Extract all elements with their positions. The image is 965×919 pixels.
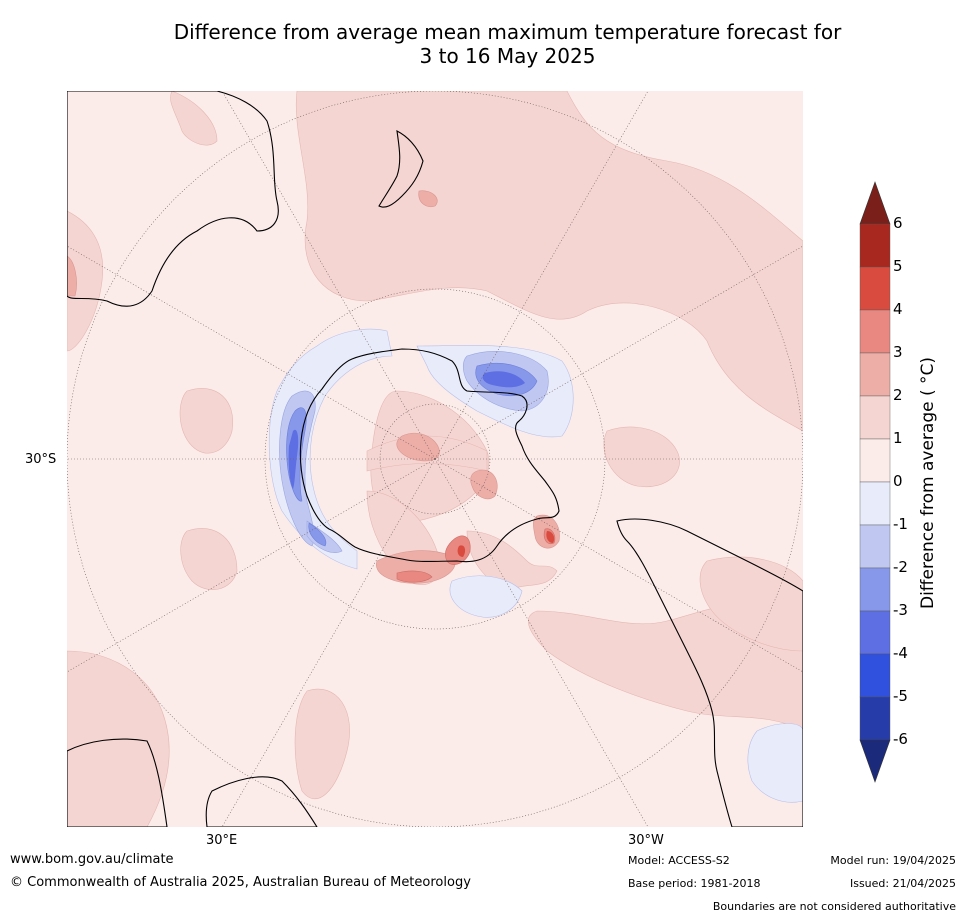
colorbar-tick-label: 3 bbox=[893, 343, 903, 361]
footer-model: Model: ACCESS-S2 bbox=[628, 854, 730, 867]
footer-model-run: Model run: 19/04/2025 bbox=[830, 854, 956, 867]
colorbar-tick-label: -6 bbox=[893, 730, 908, 748]
colorbar-tick-label: 6 bbox=[893, 214, 903, 232]
colorbar-box-4_5 bbox=[859, 266, 891, 311]
colorbar-extend-top bbox=[859, 181, 891, 225]
anomaly-neg4-neg3-regions bbox=[288, 371, 525, 489]
new-zealand-coast bbox=[378, 130, 424, 208]
colorbar-box-m5_m4 bbox=[859, 653, 891, 698]
footer-website[interactable]: www.bom.gov.au/climate bbox=[10, 852, 174, 867]
colorbar-box-2_3 bbox=[859, 352, 891, 397]
title-line-1: Difference from average mean maximum tem… bbox=[173, 20, 842, 44]
lat-label-30s: 30°S bbox=[25, 452, 57, 467]
colorbar-box-m6_m5 bbox=[859, 696, 891, 741]
colorbar-box-5_6 bbox=[859, 223, 891, 268]
africa-coast bbox=[67, 738, 168, 827]
colorbar-box-m2_m1 bbox=[859, 524, 891, 569]
map-title: Difference from average mean maximum tem… bbox=[60, 20, 955, 68]
colorbar-tick-label: 4 bbox=[893, 300, 903, 318]
colorbar-tick-label: -3 bbox=[893, 601, 908, 619]
colorbar-box-0_1 bbox=[859, 438, 891, 483]
colorbar-tick-label: 0 bbox=[893, 472, 903, 490]
footer-copyright: © Commonwealth of Australia 2025, Austra… bbox=[10, 875, 471, 890]
colorbar-tick-label: 1 bbox=[893, 429, 903, 447]
colorbar-tick-label: 5 bbox=[893, 257, 903, 275]
colorbar-box-m4_m3 bbox=[859, 610, 891, 655]
lon-label-30w: 30°W bbox=[628, 833, 664, 848]
antarctica-coast bbox=[299, 348, 560, 563]
colorbar-tick-label: -5 bbox=[893, 687, 908, 705]
lon-label-30e: 30°E bbox=[206, 833, 238, 848]
graticule bbox=[67, 91, 803, 827]
australia-coast bbox=[67, 91, 279, 307]
colorbar-box-1_2 bbox=[859, 395, 891, 440]
footer-disclaimer: Boundaries are not considered authoritat… bbox=[712, 900, 956, 913]
colorbar-title: Difference from average ( °C) bbox=[918, 356, 938, 610]
colorbar-tick-label: 2 bbox=[893, 386, 903, 404]
colorbar-box-m3_m2 bbox=[859, 567, 891, 612]
colorbar-extend-bottom bbox=[859, 739, 891, 783]
colorbar-tick-label: -1 bbox=[893, 515, 908, 533]
colorbar bbox=[859, 181, 891, 783]
madagascar-coast bbox=[205, 776, 318, 827]
anomaly-4-5-regions bbox=[457, 531, 555, 557]
polar-map bbox=[67, 91, 803, 827]
south-america-coast bbox=[616, 518, 803, 827]
coastlines bbox=[67, 91, 803, 827]
footer-issued: Issued: 21/04/2025 bbox=[849, 877, 956, 890]
colorbar-box-3_4 bbox=[859, 309, 891, 354]
colorbar-tick-label: -2 bbox=[893, 558, 908, 576]
colorbar-box-m1_0 bbox=[859, 481, 891, 526]
colorbar-tick-label: -4 bbox=[893, 644, 908, 662]
title-line-2: 3 to 16 May 2025 bbox=[419, 44, 596, 68]
footer-base-period: Base period: 1981-2018 bbox=[628, 877, 761, 890]
